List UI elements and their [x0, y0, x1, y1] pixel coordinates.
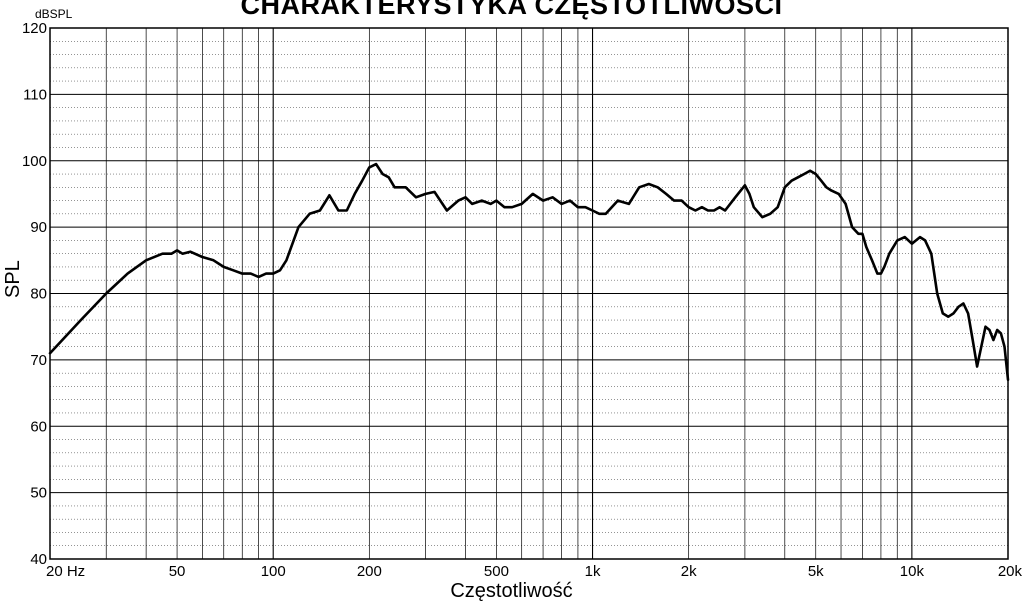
y-tick-label: 120 [22, 20, 47, 37]
y-tick-label: 90 [30, 219, 47, 236]
x-tick-label: 20 Hz [46, 563, 85, 580]
x-tick-label: 50 [169, 563, 186, 580]
y-tick-labels: 40 50 60 70 80 90 100 110 120 [22, 20, 47, 568]
x-tick-labels: 20 Hz 50 100 200 500 1k 2k 5k 10k 20k [46, 563, 1022, 580]
response-curve-layer [48, 162, 1010, 382]
x-tick-label: 2k [681, 563, 697, 580]
y-tick-label: 60 [30, 418, 47, 435]
chart-title: CHARAKTERYSTYKA CZĘSTOTLIWOŚCI [240, 0, 783, 20]
plot-area-frame [49, 27, 1009, 560]
x-tick-label: 10k [900, 563, 925, 580]
y-tick-label: 40 [30, 551, 47, 568]
x-tick-label: 500 [484, 563, 509, 580]
x-tick-label: 5k [808, 563, 824, 580]
major-gridlines [49, 27, 1009, 560]
y-tick-label: 80 [30, 286, 47, 303]
x-tick-label: 200 [357, 563, 382, 580]
y-tick-label: 50 [30, 485, 47, 502]
x-axis-label: Częstotliwość [450, 580, 573, 602]
y-unit-label: dBSPL [35, 7, 73, 21]
x-tick-label: 20k [998, 563, 1023, 580]
y-axis-label: SPL [2, 260, 24, 298]
x-tick-label: 100 [261, 563, 286, 580]
y-tick-label: 100 [22, 153, 47, 170]
y-tick-label: 110 [23, 86, 47, 103]
spl-curve [48, 162, 1010, 382]
y-tick-label: 70 [30, 352, 47, 369]
x-tick-label: 1k [585, 563, 601, 580]
